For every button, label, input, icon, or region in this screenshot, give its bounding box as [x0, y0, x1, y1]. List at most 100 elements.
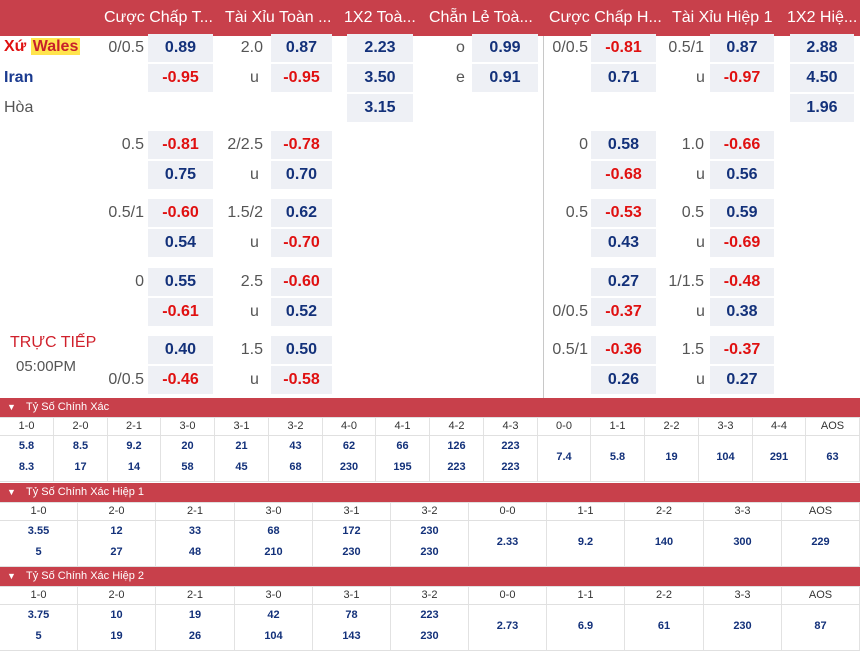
- score-odds-single[interactable]: 230: [733, 620, 752, 632]
- odds-even[interactable]: 0.91: [472, 64, 538, 92]
- odds-half-handicap-home[interactable]: -0.81: [591, 34, 656, 62]
- header-handicap-full[interactable]: Cược Chấp T...: [104, 9, 213, 26]
- odds-half-handicap-away[interactable]: -0.37: [591, 298, 656, 326]
- score-odds-away[interactable]: 230: [420, 630, 439, 642]
- score-odds-single[interactable]: 229: [811, 536, 830, 548]
- section-header[interactable]: ▼ Tỷ Số Chính Xác Hiệp 2: [0, 567, 860, 586]
- header-over-under-half[interactable]: Tài Xỉu Hiệp 1: [672, 9, 773, 26]
- score-odds-cell[interactable]: 78 143: [313, 604, 391, 650]
- score-odds-cell[interactable]: 87: [782, 604, 860, 650]
- score-odds-home[interactable]: 12: [110, 525, 123, 537]
- score-odds-home[interactable]: 66: [396, 440, 409, 452]
- score-odds-home[interactable]: 10: [110, 609, 123, 621]
- score-odds-cell[interactable]: 33 48: [156, 520, 235, 566]
- score-odds-away[interactable]: 17: [74, 461, 87, 473]
- odds-handicap-away[interactable]: 0.75: [148, 161, 213, 189]
- odds-half-handicap-away[interactable]: -0.68: [591, 161, 656, 189]
- score-odds-cell[interactable]: 223 223: [484, 435, 538, 481]
- score-odds-home[interactable]: 78: [345, 609, 358, 621]
- score-odds-single[interactable]: 63: [826, 451, 839, 463]
- score-odds-away[interactable]: 210: [264, 546, 283, 558]
- odds-half-1x2-draw[interactable]: 1.96: [790, 94, 854, 122]
- score-odds-cell[interactable]: 3.55 5: [0, 520, 78, 566]
- odds-under[interactable]: 0.70: [271, 161, 332, 189]
- odds-odd[interactable]: 0.99: [472, 34, 538, 62]
- collapse-arrow-icon[interactable]: ▼: [7, 487, 16, 497]
- odds-1x2-away[interactable]: 3.50: [347, 64, 413, 92]
- score-odds-cell[interactable]: 19: [645, 435, 699, 481]
- odds-handicap-home[interactable]: -0.60: [148, 199, 213, 227]
- odds-half-handicap-home[interactable]: -0.36: [591, 336, 656, 364]
- score-odds-home[interactable]: 230: [420, 525, 439, 537]
- odds-half-handicap-home[interactable]: 0.58: [591, 131, 656, 159]
- odds-handicap-home[interactable]: 0.89: [148, 34, 213, 62]
- odds-half-over[interactable]: -0.37: [710, 336, 774, 364]
- header-1x2-half[interactable]: 1X2 Hiệ...: [787, 9, 858, 26]
- score-odds-home[interactable]: 68: [267, 525, 280, 537]
- odds-over[interactable]: 0.50: [271, 336, 332, 364]
- score-odds-away[interactable]: 230: [342, 546, 361, 558]
- odds-half-under[interactable]: 0.56: [710, 161, 774, 189]
- score-odds-cell[interactable]: 21 45: [215, 435, 269, 481]
- score-odds-home[interactable]: 5.8: [18, 440, 35, 452]
- score-odds-cell[interactable]: 291: [753, 435, 806, 481]
- score-odds-cell[interactable]: 5.8: [591, 435, 645, 481]
- score-odds-home[interactable]: 42: [267, 609, 280, 621]
- odds-half-under[interactable]: -0.69: [710, 229, 774, 257]
- odds-half-1x2-away[interactable]: 4.50: [790, 64, 854, 92]
- score-odds-away[interactable]: 230: [339, 461, 359, 473]
- score-odds-away[interactable]: 5: [35, 630, 42, 642]
- header-1x2-full[interactable]: 1X2 Toà...: [344, 9, 416, 26]
- score-odds-cell[interactable]: 43 68: [269, 435, 323, 481]
- score-odds-cell[interactable]: 12 27: [78, 520, 156, 566]
- score-odds-single[interactable]: 2.73: [496, 620, 519, 632]
- score-odds-home[interactable]: 62: [342, 440, 356, 452]
- header-over-under-full[interactable]: Tài Xỉu Toàn ...: [225, 9, 332, 26]
- odds-over[interactable]: -0.78: [271, 131, 332, 159]
- odds-half-handicap-home[interactable]: -0.53: [591, 199, 656, 227]
- score-odds-cell[interactable]: 61: [625, 604, 704, 650]
- score-odds-away[interactable]: 48: [188, 546, 202, 558]
- score-odds-away[interactable]: 104: [264, 630, 283, 642]
- score-odds-away[interactable]: 223: [501, 461, 520, 473]
- odds-under[interactable]: -0.58: [271, 366, 332, 394]
- odds-half-handicap-home[interactable]: 0.27: [591, 268, 656, 296]
- score-odds-away[interactable]: 14: [127, 461, 141, 473]
- score-odds-away[interactable]: 26: [188, 630, 202, 642]
- score-odds-cell[interactable]: 2.33: [469, 520, 547, 566]
- score-odds-away[interactable]: 19: [110, 630, 123, 642]
- odds-1x2-draw[interactable]: 3.15: [347, 94, 413, 122]
- score-odds-single[interactable]: 104: [716, 451, 735, 463]
- score-odds-cell[interactable]: 230: [704, 604, 782, 650]
- score-odds-cell[interactable]: 5.8 8.3: [0, 435, 54, 481]
- odds-half-handicap-away[interactable]: 0.71: [591, 64, 656, 92]
- score-odds-home[interactable]: 19: [188, 609, 202, 621]
- score-odds-away[interactable]: 68: [289, 461, 302, 473]
- score-odds-cell[interactable]: 20 58: [161, 435, 215, 481]
- score-odds-home[interactable]: 20: [181, 440, 194, 452]
- score-odds-cell[interactable]: 229: [782, 520, 860, 566]
- score-odds-away[interactable]: 5: [35, 546, 42, 558]
- odds-1x2-home[interactable]: 2.23: [347, 34, 413, 62]
- score-odds-cell[interactable]: 126 223: [430, 435, 484, 481]
- score-odds-cell[interactable]: 172 230: [313, 520, 391, 566]
- score-odds-single[interactable]: 300: [733, 536, 752, 548]
- odds-under[interactable]: -0.95: [271, 64, 332, 92]
- odds-handicap-home[interactable]: 0.55: [148, 268, 213, 296]
- score-odds-away[interactable]: 195: [393, 461, 412, 473]
- odds-half-over[interactable]: 0.87: [710, 34, 774, 62]
- score-odds-single[interactable]: 19: [665, 451, 678, 463]
- score-odds-home[interactable]: 3.75: [27, 609, 50, 621]
- score-odds-cell[interactable]: 230 230: [391, 520, 469, 566]
- odds-half-over[interactable]: -0.48: [710, 268, 774, 296]
- score-odds-home[interactable]: 223: [420, 609, 439, 621]
- score-odds-cell[interactable]: 300: [704, 520, 782, 566]
- score-odds-single[interactable]: 5.8: [609, 451, 626, 463]
- score-odds-home[interactable]: 172: [342, 525, 361, 537]
- odds-handicap-home[interactable]: 0.40: [148, 336, 213, 364]
- odds-half-1x2-home[interactable]: 2.88: [790, 34, 854, 62]
- score-odds-cell[interactable]: 19 26: [156, 604, 235, 650]
- score-odds-home[interactable]: 43: [289, 440, 302, 452]
- score-odds-home[interactable]: 9.2: [126, 440, 142, 452]
- score-odds-home[interactable]: 126: [447, 440, 466, 452]
